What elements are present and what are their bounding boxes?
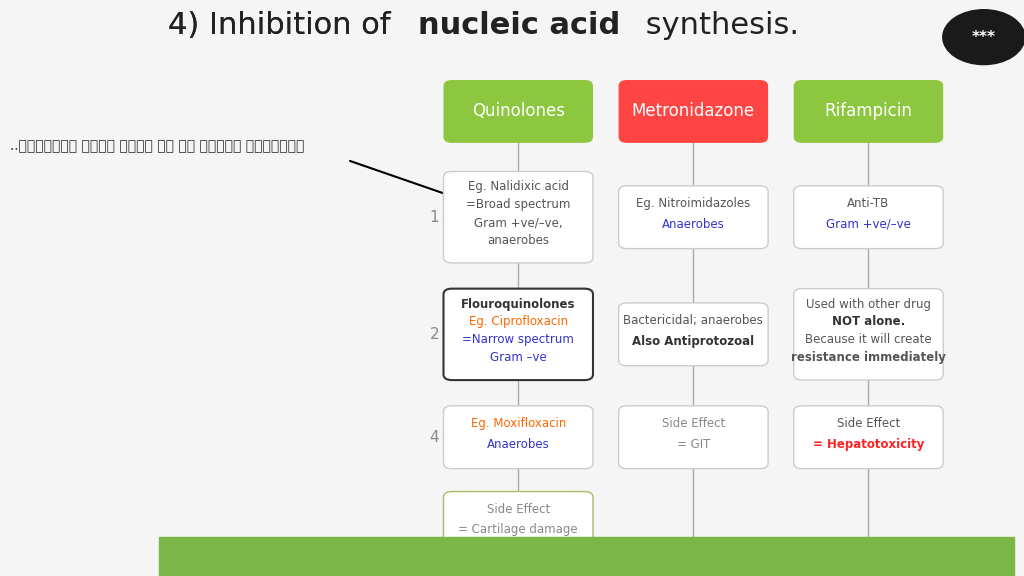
Text: Eg. Ciprofloxacin: Eg. Ciprofloxacin [469,316,567,328]
Text: Gram –ve: Gram –ve [489,351,547,364]
Text: = Hepatotoxicity: = Hepatotoxicity [813,438,924,450]
Bar [160,537,1014,576]
Text: Generation: Generation [461,210,551,225]
Text: Eg. Nalidixic acid: Eg. Nalidixic acid [468,180,568,194]
Text: nucleic acid: nucleic acid [418,11,621,40]
Text: resistance immediately: resistance immediately [791,351,946,364]
Text: =Narrow spectrum: =Narrow spectrum [462,333,574,346]
FancyBboxPatch shape [443,406,593,469]
Text: Eg. Nitroimidazoles: Eg. Nitroimidazoles [636,197,751,210]
Text: Anaerobes: Anaerobes [486,438,550,450]
Text: Rifampicin: Rifampicin [824,103,912,120]
FancyBboxPatch shape [794,185,943,249]
FancyBboxPatch shape [794,80,943,143]
FancyBboxPatch shape [618,185,768,249]
FancyBboxPatch shape [618,406,768,469]
Text: 2: 2 [430,327,439,342]
Text: Bactericidal; anaerobes: Bactericidal; anaerobes [624,314,763,327]
FancyBboxPatch shape [443,80,593,143]
Text: Eg. Moxifloxacin: Eg. Moxifloxacin [471,417,566,430]
Text: Anaerobes: Anaerobes [662,218,725,230]
Text: Also Antiprotozoal: Also Antiprotozoal [632,335,755,348]
Text: Quinolones: Quinolones [472,103,564,120]
Text: 4) Inhibition of nucleic acid synthesis.: 4) Inhibition of nucleic acid synthesis. [168,11,744,40]
Text: nd: nd [446,321,460,331]
Text: Flouroquinolones: Flouroquinolones [461,298,575,310]
Text: synthesis.: synthesis. [636,11,799,40]
Text: 4) Inhibition of: 4) Inhibition of [168,11,400,40]
Text: = GIT: = GIT [677,438,710,450]
Text: Side Effect: Side Effect [486,503,550,516]
Text: 4) Inhibition of: 4) Inhibition of [168,11,400,40]
Text: Used with other drug: Used with other drug [806,298,931,310]
Text: =Broad spectrum: =Broad spectrum [466,198,570,211]
Text: 4: 4 [430,430,439,445]
Text: st: st [446,204,456,214]
Text: Gram +ve/–ve,: Gram +ve/–ve, [474,216,562,229]
Text: Gram +ve/–ve: Gram +ve/–ve [826,218,911,230]
FancyBboxPatch shape [794,289,943,380]
FancyBboxPatch shape [443,172,593,263]
Text: 1: 1 [430,210,439,225]
Text: anaerobes: anaerobes [487,234,549,247]
Text: Anti-TB: Anti-TB [847,197,890,210]
FancyBboxPatch shape [618,80,768,143]
Text: Side Effect: Side Effect [837,417,900,430]
Text: ***: *** [972,29,995,45]
Text: Generation: Generation [461,430,551,445]
Text: th: th [446,424,457,434]
FancyBboxPatch shape [618,303,768,366]
Text: Because it will create: Because it will create [805,333,932,346]
Text: Side Effect: Side Effect [662,417,725,430]
FancyBboxPatch shape [443,491,593,555]
Text: ..الدكتور تكلم عنها بس ما ضللها بالجدول: ..الدكتور تكلم عنها بس ما ضللها بالجدول [10,139,305,153]
Text: Metronidazone: Metronidazone [632,103,755,120]
Text: NOT alone.: NOT alone. [831,316,905,328]
Text: Generation: Generation [461,327,556,342]
FancyBboxPatch shape [794,406,943,469]
FancyBboxPatch shape [443,289,593,380]
Circle shape [943,10,1024,65]
Text: = Cartilage damage: = Cartilage damage [459,524,578,536]
